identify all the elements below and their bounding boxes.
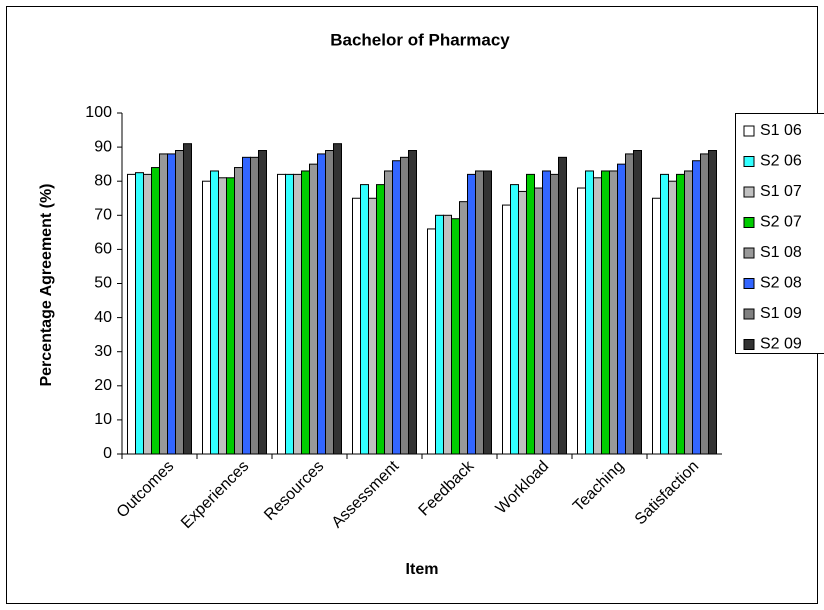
bar	[317, 153, 326, 455]
y-tick-label: 90	[94, 138, 112, 155]
bar	[633, 150, 642, 455]
bar	[202, 180, 211, 455]
y-tick-label: 100	[85, 104, 112, 121]
bar	[558, 156, 567, 455]
bar	[376, 184, 385, 455]
bar	[368, 197, 377, 455]
bar	[218, 177, 227, 455]
bar	[435, 214, 444, 455]
bar	[475, 170, 484, 455]
bar	[526, 173, 535, 455]
y-axis-label: Percentage Agreement (%)	[38, 183, 55, 386]
legend-swatch	[743, 247, 755, 259]
bar	[135, 172, 144, 455]
bar	[625, 153, 634, 455]
legend-label: S2 07	[760, 214, 802, 231]
bar	[585, 170, 594, 455]
bar	[700, 153, 709, 455]
bar	[400, 156, 409, 455]
bar	[451, 218, 460, 455]
bar	[384, 170, 393, 455]
bar	[534, 187, 543, 455]
bar	[467, 173, 476, 455]
legend-label: S1 06	[760, 122, 802, 139]
bar	[183, 143, 192, 455]
bar	[309, 163, 318, 455]
x-axis-label: Item	[406, 561, 439, 578]
bar	[301, 170, 310, 455]
bar	[285, 173, 294, 455]
bar	[443, 214, 452, 455]
bar	[550, 173, 559, 455]
legend-swatch	[743, 156, 755, 167]
bar	[593, 177, 602, 455]
bar	[234, 167, 243, 455]
y-tick-label: 60	[94, 241, 112, 258]
bar	[459, 201, 468, 455]
legend-label: S1 08	[760, 244, 802, 261]
bar	[352, 197, 361, 455]
bar	[660, 173, 669, 455]
bar	[692, 160, 701, 455]
bar	[127, 173, 136, 455]
y-tick-label: 70	[94, 207, 112, 224]
legend-label: S2 09	[760, 336, 802, 353]
bar	[151, 167, 160, 455]
bar	[427, 228, 436, 455]
legend-label: S1 07	[760, 183, 802, 200]
bar	[601, 170, 610, 455]
chart-title: Bachelor of Pharmacy	[330, 30, 510, 49]
y-tick-label: 80	[94, 172, 112, 189]
legend-swatch	[743, 339, 755, 350]
bar	[167, 153, 176, 455]
bar	[609, 170, 618, 455]
bar	[159, 153, 168, 455]
bar	[483, 170, 492, 455]
bar	[258, 150, 267, 455]
bar	[360, 184, 369, 455]
bar	[502, 204, 511, 455]
bar	[518, 190, 527, 455]
bar	[542, 170, 551, 455]
legend-label: S1 09	[760, 305, 802, 322]
bar	[277, 173, 286, 455]
bar	[408, 150, 417, 455]
legend-swatch	[743, 278, 755, 289]
legend-label: S2 08	[760, 275, 802, 292]
legend-label: S2 06	[760, 153, 802, 170]
bar	[293, 173, 302, 455]
bar	[143, 173, 152, 455]
bar	[325, 150, 334, 455]
legend-swatch	[743, 217, 755, 228]
y-tick-label: 10	[94, 411, 112, 428]
bar	[676, 173, 685, 455]
bar	[175, 150, 184, 455]
bar	[510, 184, 519, 455]
y-tick-label: 40	[94, 309, 112, 326]
legend-swatch	[743, 125, 755, 137]
bar	[392, 160, 401, 455]
y-tick-label: 20	[94, 377, 112, 394]
bar	[668, 180, 677, 455]
y-tick-label: 0	[103, 445, 112, 462]
bar	[210, 170, 219, 455]
bar	[684, 170, 693, 455]
bar	[226, 177, 235, 455]
y-tick-label: 50	[94, 275, 112, 292]
bar	[708, 150, 717, 455]
bar	[617, 163, 626, 455]
bar	[333, 143, 342, 455]
bar	[652, 197, 661, 455]
bar	[242, 156, 251, 455]
legend-swatch	[743, 186, 755, 198]
legend-swatch	[743, 308, 755, 320]
bar	[577, 187, 586, 455]
y-tick-label: 30	[94, 343, 112, 360]
bar	[250, 156, 259, 455]
